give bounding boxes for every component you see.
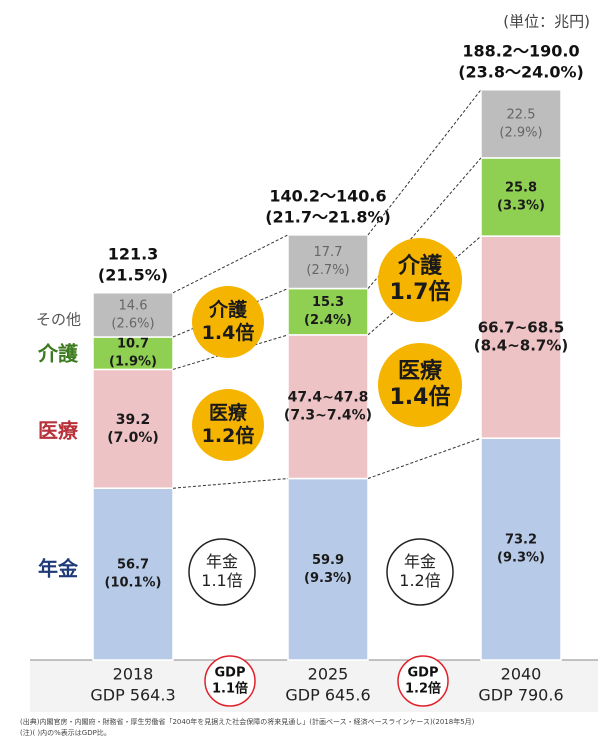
x-tick-label: 2018 (113, 665, 154, 684)
badge (378, 238, 462, 322)
badge (192, 389, 264, 461)
bar-segment (480, 89, 562, 159)
series-name: その他 (36, 311, 81, 329)
bar-segment (92, 368, 174, 489)
total-share-label: (23.8～24.0%) (458, 62, 584, 81)
bar-segment (480, 437, 562, 661)
share-label: (9.3%) (497, 551, 545, 566)
value-label: 25.8 (505, 181, 537, 196)
badge-text: 年金 (404, 552, 436, 571)
badge (188, 538, 256, 606)
bar-segment (92, 292, 174, 338)
total-share-label: (21.5%) (98, 265, 168, 284)
unit-label: (単位：兆円) (503, 13, 590, 31)
badge-text: 医療 (209, 401, 248, 424)
bar-segment (287, 287, 369, 336)
badge (378, 343, 462, 427)
value-label: 15.3 (312, 295, 344, 310)
share-label: (2.9%) (499, 125, 542, 140)
x-tick-label: 2025 (308, 665, 349, 684)
gdp-label: GDP 564.3 (90, 686, 175, 705)
badge-text: 1.1倍 (201, 571, 242, 590)
bar-segment (92, 336, 174, 371)
connector (367, 89, 482, 236)
badge-text: 1.4倍 (202, 321, 255, 344)
badge-text: 1.2倍 (405, 680, 441, 696)
value-label: 73.2 (505, 533, 537, 548)
value-label: 56.7 (117, 558, 149, 573)
bar-segment (287, 477, 369, 661)
value-label: 47.4~47.8 (288, 390, 369, 406)
badge (192, 286, 264, 358)
value-label: 10.7 (117, 337, 149, 352)
bar-segment (92, 487, 174, 661)
share-label: (7.3~7.4%) (284, 408, 372, 424)
connector (172, 478, 289, 489)
badge (397, 655, 449, 707)
connector (172, 234, 289, 294)
badge-text: 1.2倍 (202, 424, 255, 447)
badge-text: 1.4倍 (390, 384, 451, 410)
share-label: (2.7%) (306, 263, 349, 278)
gdp-label: GDP 645.6 (285, 686, 370, 705)
value-label: 14.6 (119, 298, 148, 313)
axis-area (30, 660, 598, 712)
gdp-label: GDP 790.6 (478, 686, 563, 705)
badge-text: GDP (408, 666, 439, 681)
value-label: 22.5 (507, 107, 536, 122)
badge-text: GDP (215, 666, 246, 681)
footnote: (注)( )内の%表示はGDP比。 (20, 728, 111, 737)
total-label: 188.2～190.0 (462, 41, 579, 60)
share-label: (2.4%) (304, 313, 352, 328)
badge-text: 介護 (208, 298, 248, 321)
share-label: (10.1%) (105, 576, 162, 591)
share-label: (8.4~8.7%) (474, 337, 568, 355)
badge-text: 1.1倍 (212, 680, 248, 696)
share-label: (2.6%) (111, 316, 154, 331)
source-note: (出典)内閣官房・内閣府・財務省・厚生労働省「2040年を見据えた社会保障の将来… (20, 717, 475, 726)
value-label: 39.2 (116, 412, 151, 428)
series-name: 介護 (37, 342, 79, 366)
x-tick-label: 2040 (501, 665, 542, 684)
bar-segment (480, 235, 562, 439)
value-label: 17.7 (314, 245, 343, 260)
share-label: (9.3%) (304, 571, 352, 586)
badge-text: 1.2倍 (399, 571, 440, 590)
value-label: 59.9 (312, 553, 344, 568)
total-label: 140.2～140.6 (269, 186, 386, 205)
series-name: 年金 (38, 557, 79, 581)
share-label: (3.3%) (497, 199, 545, 214)
badge-text: 年金 (206, 552, 238, 571)
bar-segment (480, 157, 562, 237)
value-label: 66.7~68.5 (478, 319, 565, 337)
series-name: 医療 (38, 419, 78, 443)
badge (386, 538, 454, 606)
share-label: (7.0%) (107, 430, 159, 446)
badge-text: 介護 (397, 253, 443, 279)
badge (204, 655, 256, 707)
bar-segment (287, 334, 369, 480)
badge-text: 医療 (398, 358, 442, 384)
share-label: (1.9%) (109, 355, 157, 370)
bar-segment (287, 234, 369, 290)
badge-text: 1.7倍 (390, 279, 451, 305)
total-label: 121.3 (108, 244, 159, 263)
connector (367, 157, 482, 289)
total-share-label: (21.7～21.8%) (265, 207, 391, 226)
